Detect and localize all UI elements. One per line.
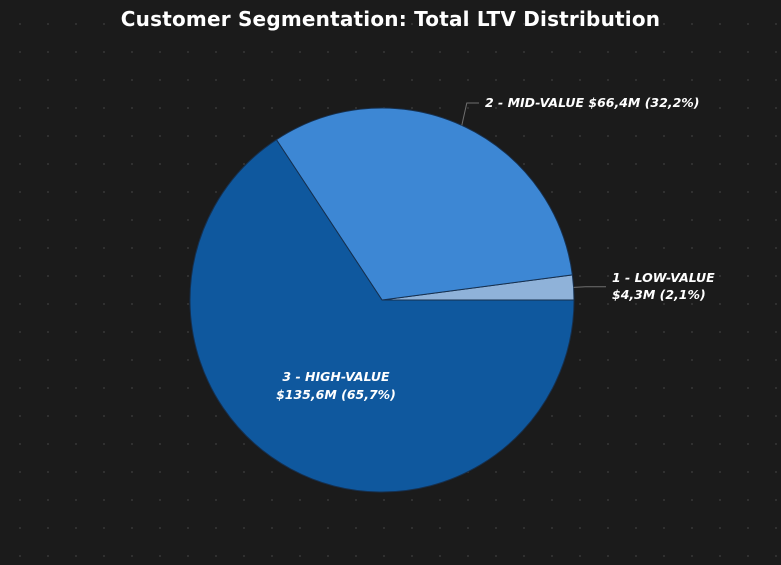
leader-line-1-low-value xyxy=(573,286,606,288)
pie-slice-3-high-value xyxy=(189,138,575,493)
chart-title: Customer Segmentation: Total LTV Distrib… xyxy=(120,7,661,31)
slice-label-1-low-value: 1 - LOW-VALUE $4,3M (2,1%) xyxy=(612,270,715,302)
slice-label-2-mid-value: 2 - MID-VALUE $66,4M (32,2%) xyxy=(485,95,700,110)
slice-label-3-high-value: 3 - HIGH-VALUE $135,6M (65,7%) xyxy=(276,369,396,402)
leader-line-2-mid-value xyxy=(461,102,479,126)
